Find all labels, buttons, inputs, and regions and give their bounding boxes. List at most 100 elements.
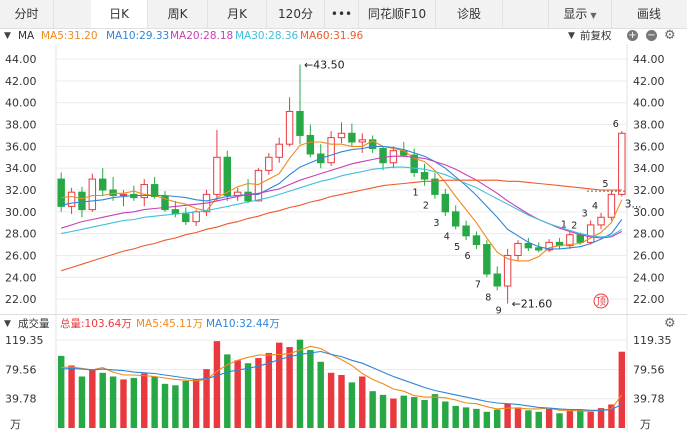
price-axis-tick-left: 24.00 — [5, 271, 37, 284]
price-axis-tick-left: 30.00 — [5, 206, 37, 219]
display-dropdown[interactable]: 显示 ▼ — [548, 0, 612, 28]
top-signal-badge-label: 顶 — [596, 296, 606, 308]
zoom-out-icon[interactable]: − — [646, 30, 657, 41]
volume-bar — [494, 409, 501, 428]
tab-f10[interactable]: 同花顺F10 — [359, 0, 436, 28]
tab-120min[interactable]: 120分 — [267, 0, 325, 28]
volume-legend-bar: ▼ 成交量 总量:103.64万 MA5:45.11万 MA10:32.44万 … — [0, 314, 687, 333]
candle-body — [379, 148, 387, 164]
candle-body — [306, 134, 315, 155]
volume-bar — [608, 404, 615, 428]
volume-bar — [255, 358, 262, 428]
tab-daily-k[interactable]: 日K — [91, 0, 148, 28]
volume-bar — [68, 365, 75, 428]
candle-body — [244, 191, 252, 202]
volume-bar — [514, 407, 522, 428]
volume-bar — [504, 403, 511, 428]
volume-bar — [57, 355, 65, 428]
volume-bar — [327, 372, 335, 428]
volume-bar — [535, 411, 542, 428]
tab-diagnosis[interactable]: 诊股 — [436, 0, 503, 28]
ma10-value: MA10:29.33 — [106, 30, 170, 42]
ma30-value: MA30:28.36 — [235, 30, 299, 42]
candle-body — [535, 247, 543, 251]
ma-indicator-label[interactable]: MA — [18, 30, 35, 42]
candle-body — [337, 132, 346, 139]
volume-unit-right: 万 — [640, 418, 651, 431]
candle-body — [503, 254, 512, 287]
tab-intraday[interactable]: 分时 — [0, 0, 54, 28]
ma60-value: MA60:31.96 — [300, 30, 364, 42]
ma20-value: MA20:28.18 — [170, 30, 234, 42]
ma10-line — [61, 145, 623, 250]
volume-bar — [275, 342, 283, 428]
candle-body — [348, 132, 356, 143]
candle-body — [358, 139, 366, 143]
volume-bar — [182, 380, 189, 428]
td-sequence-label-down: 7 — [475, 279, 481, 290]
volume-bar — [109, 376, 117, 428]
price-axis-tick-right: 32.00 — [633, 184, 665, 197]
volume-bar — [359, 376, 366, 428]
volume-settings-gear-icon[interactable]: ⚙ — [664, 316, 676, 331]
td-sequence-label-up: 5 — [602, 179, 608, 190]
candle-body — [368, 139, 377, 150]
td-sequence-label-up: 2 — [571, 221, 577, 232]
candle-body — [57, 178, 65, 207]
volume-bar — [141, 373, 148, 428]
volume-indicator-label[interactable]: 成交量 — [18, 318, 50, 330]
candle-body — [182, 213, 190, 223]
adjust-mode-dropdown[interactable]: 前复权 — [580, 30, 612, 42]
price-axis-tick-left: 44.00 — [5, 53, 37, 66]
settings-gear-icon[interactable]: ⚙ — [664, 28, 676, 43]
draw-line-button[interactable]: 画线 — [636, 7, 661, 21]
volume-total-value: 总量:103.64万 — [60, 318, 132, 330]
candle-body — [265, 156, 273, 171]
more-tabs-button[interactable]: ••• — [325, 0, 359, 28]
volume-bar — [390, 398, 397, 428]
ma-legend-bar: ▼ MA MA5:31.20 MA10:29.33 MA20:28.18 MA3… — [0, 28, 687, 44]
candle-body — [472, 235, 481, 246]
volume-bar — [99, 372, 106, 428]
volume-bar — [296, 339, 304, 428]
volume-bar — [89, 369, 96, 428]
collapse-chevron-icon[interactable]: ▼ — [4, 31, 11, 41]
price-axis-tick-left: 38.00 — [5, 119, 37, 132]
candle-body — [67, 191, 76, 207]
ma30-line — [61, 166, 623, 238]
volume-bar — [161, 383, 169, 428]
volume-ma5-line — [61, 345, 623, 412]
volume-bar — [348, 382, 356, 428]
volume-bar — [224, 354, 231, 428]
volume-bar — [577, 409, 584, 428]
price-axis-tick-right: 42.00 — [633, 75, 665, 88]
candle-body — [140, 184, 148, 199]
volume-bar — [286, 347, 293, 428]
candle-body — [607, 193, 616, 218]
ma5-value: MA5:31.20 — [41, 30, 98, 42]
volume-bar — [78, 376, 86, 428]
price-axis-tick-left: 40.00 — [5, 97, 37, 110]
price-axis-tick-right: 26.00 — [633, 249, 665, 262]
candle-body — [192, 211, 200, 223]
top-signal-badge — [593, 293, 609, 309]
volume-bar — [151, 376, 158, 428]
price-axis-tick-right: 28.00 — [633, 228, 665, 241]
volume-bar — [317, 361, 324, 428]
tab-monthly-k[interactable]: 月K — [208, 0, 267, 28]
volume-axis-tick-right: 79.56 — [633, 363, 665, 376]
volume-bar — [338, 375, 345, 428]
candle-body — [597, 216, 605, 226]
td-sequence-label-down: 9 — [496, 305, 502, 316]
volume-collapse-chevron-icon[interactable]: ▼ — [4, 319, 11, 329]
volume-bar — [410, 397, 418, 428]
price-extreme-label: ←21.60 — [512, 297, 553, 310]
volume-bar — [587, 411, 594, 428]
price-axis-tick-left: 36.00 — [5, 140, 37, 153]
price-axis-tick-right: 30.00 — [633, 206, 665, 219]
candle-body — [451, 211, 460, 227]
zoom-in-icon[interactable]: + — [627, 30, 638, 41]
candle-body — [161, 196, 169, 211]
tab-weekly-k[interactable]: 周K — [148, 0, 208, 28]
